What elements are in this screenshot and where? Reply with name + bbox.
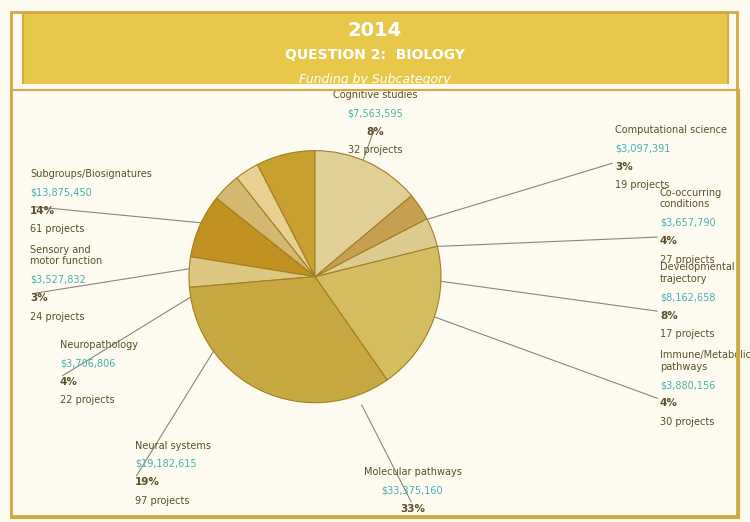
Text: Funding by Subcategory: Funding by Subcategory [299, 73, 451, 86]
Text: 97 projects: 97 projects [135, 496, 190, 506]
Text: 19 projects: 19 projects [615, 180, 669, 190]
Text: 4%: 4% [660, 398, 678, 408]
Wedge shape [237, 164, 315, 277]
Text: 4%: 4% [60, 376, 78, 386]
Text: 14%: 14% [30, 206, 56, 216]
Text: Cognitive studies: Cognitive studies [333, 90, 417, 100]
Wedge shape [315, 196, 427, 277]
Text: 19%: 19% [135, 477, 160, 488]
Wedge shape [315, 219, 437, 277]
Wedge shape [216, 178, 315, 277]
Text: $3,527,832: $3,527,832 [30, 275, 86, 285]
Text: $7,563,595: $7,563,595 [347, 108, 403, 118]
Text: Subgroups/Biosignatures: Subgroups/Biosignatures [30, 169, 152, 179]
Wedge shape [315, 246, 441, 380]
Text: $3,706,806: $3,706,806 [60, 358, 116, 368]
Text: 30 projects: 30 projects [660, 417, 714, 427]
Text: 17 projects: 17 projects [660, 329, 715, 339]
Wedge shape [189, 257, 315, 288]
Text: 8%: 8% [366, 126, 384, 137]
Text: 24 projects: 24 projects [30, 312, 85, 322]
Text: $13,875,450: $13,875,450 [30, 187, 92, 197]
Text: $3,097,391: $3,097,391 [615, 143, 670, 153]
Text: $8,162,658: $8,162,658 [660, 292, 716, 302]
Text: 22 projects: 22 projects [60, 395, 115, 405]
Text: Neuropathology: Neuropathology [60, 340, 138, 350]
Text: 32 projects: 32 projects [348, 145, 402, 155]
Text: Molecular pathways: Molecular pathways [364, 467, 461, 477]
Text: 4%: 4% [660, 236, 678, 246]
Text: 3%: 3% [615, 162, 633, 172]
Text: $3,880,156: $3,880,156 [660, 380, 716, 390]
Text: Immune/Metabolic
pathways: Immune/Metabolic pathways [660, 350, 750, 372]
Wedge shape [257, 151, 315, 277]
Text: Sensory and
motor function: Sensory and motor function [30, 245, 102, 266]
Wedge shape [190, 198, 315, 277]
Text: 27 projects: 27 projects [660, 255, 715, 265]
Text: Co-occurring
conditions: Co-occurring conditions [660, 188, 722, 209]
Wedge shape [315, 151, 412, 277]
Text: 33%: 33% [400, 504, 425, 514]
Text: Neural systems: Neural systems [135, 441, 211, 450]
Text: Computational science: Computational science [615, 125, 727, 135]
Text: 61 projects: 61 projects [30, 224, 84, 234]
Text: QUESTION 2:  BIOLOGY: QUESTION 2: BIOLOGY [285, 48, 465, 62]
Wedge shape [190, 277, 387, 402]
Text: $33,375,160: $33,375,160 [382, 485, 443, 495]
Text: 3%: 3% [30, 293, 48, 303]
Text: $3,657,790: $3,657,790 [660, 218, 716, 228]
Text: 8%: 8% [660, 311, 678, 321]
Text: $19,182,615: $19,182,615 [135, 459, 196, 469]
Text: Developmental
trajectory: Developmental trajectory [660, 263, 734, 284]
Text: 2014: 2014 [348, 21, 402, 40]
